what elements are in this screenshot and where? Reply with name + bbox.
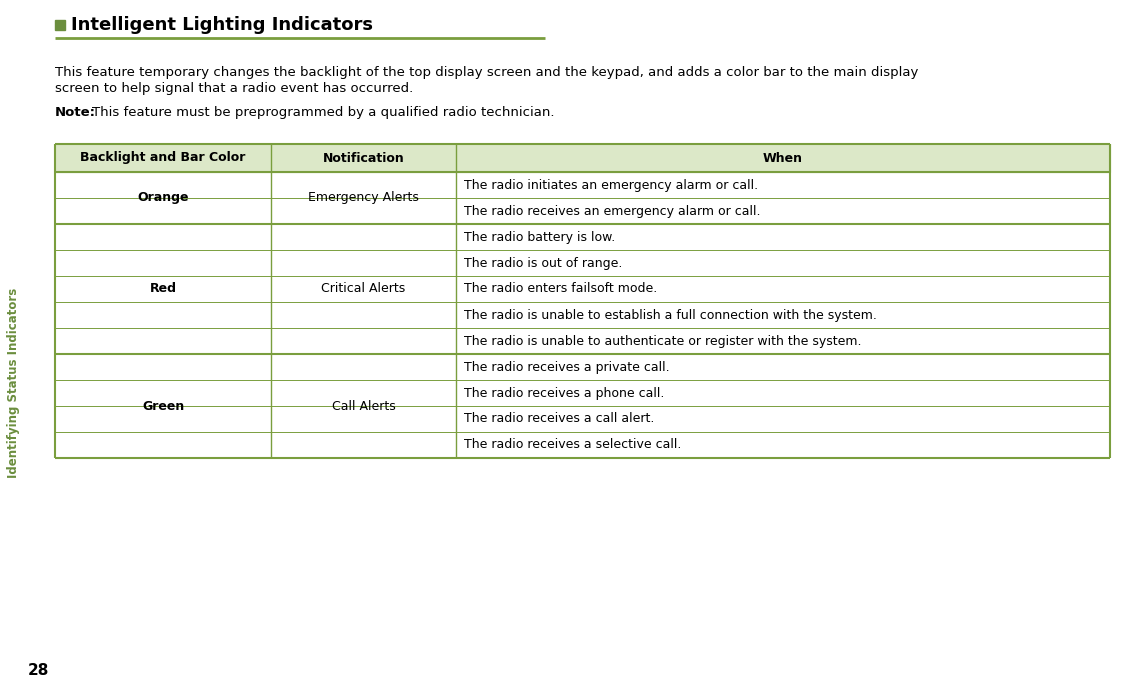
Text: The radio receives an emergency alarm or call.: The radio receives an emergency alarm or… — [464, 205, 760, 217]
Text: Note:: Note: — [55, 106, 96, 119]
Text: The radio is unable to authenticate or register with the system.: The radio is unable to authenticate or r… — [464, 335, 861, 347]
Text: The radio receives a call alert.: The radio receives a call alert. — [464, 413, 654, 425]
Text: Orange: Orange — [138, 191, 189, 205]
Text: screen to help signal that a radio event has occurred.: screen to help signal that a radio event… — [55, 82, 413, 95]
Text: When: When — [762, 152, 803, 164]
Text: Identifying Status Indicators: Identifying Status Indicators — [8, 287, 20, 478]
Text: Critical Alerts: Critical Alerts — [321, 283, 406, 296]
Bar — [55, 20, 65, 30]
Text: The radio initiates an emergency alarm or call.: The radio initiates an emergency alarm o… — [464, 178, 758, 191]
Text: Red: Red — [149, 283, 176, 296]
Text: The radio receives a private call.: The radio receives a private call. — [464, 361, 669, 374]
Text: Emergency Alerts: Emergency Alerts — [308, 191, 419, 205]
Text: The radio battery is low.: The radio battery is low. — [464, 230, 616, 244]
Text: This feature temporary changes the backlight of the top display screen and the k: This feature temporary changes the backl… — [55, 66, 918, 79]
Text: Intelligent Lighting Indicators: Intelligent Lighting Indicators — [71, 16, 373, 34]
Text: Notification: Notification — [323, 152, 404, 164]
Bar — [55, 144, 1110, 172]
Text: The radio enters failsoft mode.: The radio enters failsoft mode. — [464, 283, 657, 296]
Text: The radio is unable to establish a full connection with the system.: The radio is unable to establish a full … — [464, 308, 876, 322]
Text: Call Alerts: Call Alerts — [331, 400, 396, 413]
Text: The radio receives a selective call.: The radio receives a selective call. — [464, 438, 682, 452]
Text: Backlight and Bar Color: Backlight and Bar Color — [81, 152, 246, 164]
Text: The radio receives a phone call.: The radio receives a phone call. — [464, 386, 665, 400]
Text: 28: 28 — [27, 663, 49, 678]
Text: Green: Green — [142, 400, 184, 413]
Text: This feature must be preprogrammed by a qualified radio technician.: This feature must be preprogrammed by a … — [92, 106, 554, 119]
Text: The radio is out of range.: The radio is out of range. — [464, 257, 622, 269]
